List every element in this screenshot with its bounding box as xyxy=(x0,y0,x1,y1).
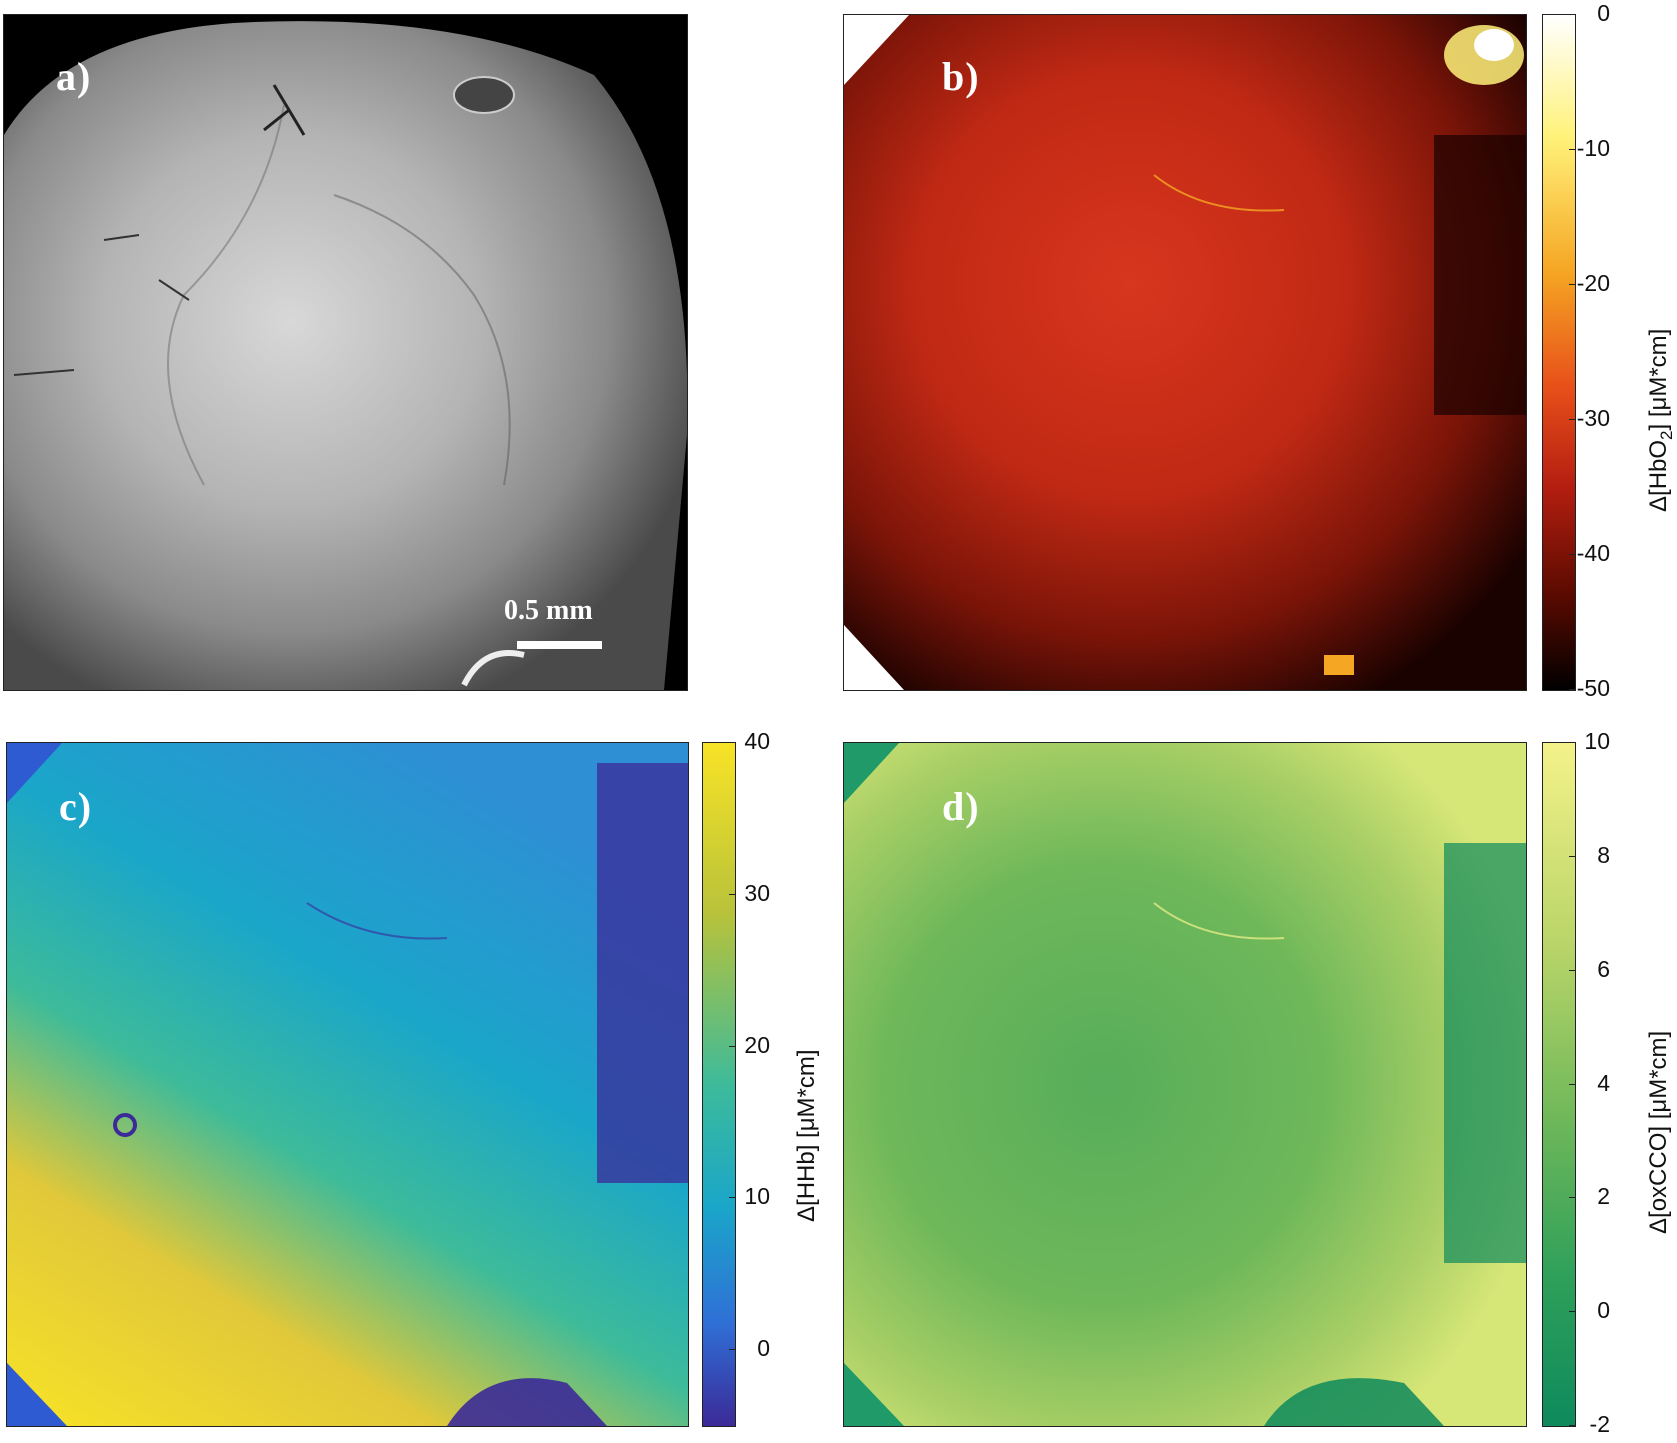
panel-c-hhb-map: c) xyxy=(6,742,689,1427)
panel-b-hbo2-map: b) xyxy=(843,14,1527,691)
colorbar-c-tick-mark xyxy=(729,742,736,743)
panel-label-d: d) xyxy=(942,784,980,829)
colorbar-b-tick-label: 0 xyxy=(1597,0,1610,26)
colorbar-c-tick-mark xyxy=(729,1349,736,1351)
colorbar-c-tick-label: 20 xyxy=(744,1031,770,1058)
colorbar-hhb xyxy=(702,742,736,1427)
colorbar-b-tick-mark xyxy=(1569,554,1576,555)
colorbar-b-tick-mark xyxy=(1569,689,1576,690)
hhb-heatmap xyxy=(7,743,688,1426)
colorbar-b-tick-label: -50 xyxy=(1576,675,1610,701)
oxcco-heatmap xyxy=(844,743,1526,1426)
colorbar-c-tick-mark xyxy=(729,1197,736,1199)
colorbar-c-tick-mark xyxy=(729,1045,736,1047)
colorbar-d-tick-mark xyxy=(1569,969,1576,971)
colorbar-b-tick-label: -30 xyxy=(1576,405,1610,431)
colorbar-c-tick-mark xyxy=(729,893,736,895)
colorbar-b-tick-mark xyxy=(1569,419,1576,420)
colorbar-d-tick-mark xyxy=(1569,742,1576,743)
colorbar-d-tick-mark xyxy=(1569,855,1576,857)
colorbar-d-tick-label: -2 xyxy=(1589,1411,1610,1437)
colorbar-d-tick-mark xyxy=(1569,1197,1576,1199)
colorbar-d-tick-label: 0 xyxy=(1597,1297,1610,1324)
colorbar-b-tick-label: -40 xyxy=(1576,540,1610,566)
colorbar-d-tick-label: 4 xyxy=(1597,1069,1610,1096)
colorbar-d-tick-label: 6 xyxy=(1597,955,1610,982)
colorbar-b-tick-label: -20 xyxy=(1576,270,1610,296)
colorbar-oxcco-label: Δ[oxCCO] [μM*cm] xyxy=(1645,1030,1672,1234)
colorbar-hbo2-label: Δ[HbO2] [μM*cm] xyxy=(1645,328,1676,512)
hbo2-heatmap xyxy=(844,15,1526,690)
colorbar-c-tick-label: 30 xyxy=(744,879,770,906)
colorbar-b-tick-mark xyxy=(1569,149,1576,150)
scale-bar xyxy=(517,641,602,649)
colorbar-b-tick-mark xyxy=(1569,284,1576,285)
colorbar-c-tick-label: 10 xyxy=(744,1183,770,1210)
colorbar-d-tick-mark xyxy=(1569,1425,1576,1426)
scale-bar-label: 0.5 mm xyxy=(504,595,593,626)
panel-label-a: a) xyxy=(56,54,92,99)
colorbar-d-tick-label: 10 xyxy=(1584,728,1610,754)
colorbar-d-tick-label: 8 xyxy=(1597,841,1610,868)
panel-a-grayscale-image: a) 0.5 mm xyxy=(3,14,688,691)
brain-grayscale-image xyxy=(4,15,687,690)
colorbar-b-tick-mark xyxy=(1569,14,1576,15)
colorbar-d-tick-label: 2 xyxy=(1597,1183,1610,1210)
colorbar-d-tick-mark xyxy=(1569,1083,1576,1085)
colorbar-b-tick-label: -10 xyxy=(1576,135,1610,161)
colorbar-c-tick-label: 40 xyxy=(744,728,770,754)
panel-label-b: b) xyxy=(942,54,980,99)
panel-label-c: c) xyxy=(59,784,93,829)
colorbar-hbo2 xyxy=(1542,14,1576,691)
colorbar-d-tick-mark xyxy=(1569,1311,1576,1313)
colorbar-hhb-label: Δ[HHb] [μM*cm] xyxy=(793,1049,820,1222)
colorbar-c-tick-label: 0 xyxy=(757,1335,770,1362)
panel-d-oxcco-map: d) xyxy=(843,742,1527,1427)
